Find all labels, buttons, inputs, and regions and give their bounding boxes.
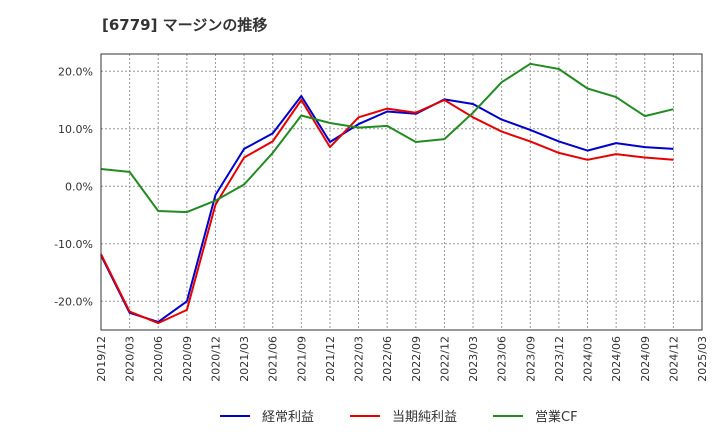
grid — [101, 54, 702, 330]
legend: 経常利益 当期純利益 営業CF — [220, 409, 578, 425]
legend-label-3: 営業CF — [535, 409, 578, 425]
x-tick-label: 2020/03 — [124, 336, 137, 382]
x-tick-label: 2024/03 — [582, 336, 595, 382]
x-tick-label: 2022/12 — [438, 336, 451, 382]
y-tick-label: -20.0% — [54, 295, 93, 308]
x-axis: 2019/12 2020/03 2020/06 2020/09 2020/12 2021/… — [95, 336, 709, 382]
x-tick-label: 2023/09 — [524, 336, 537, 382]
x-tick-label: 2024/09 — [639, 336, 652, 382]
x-tick-label: 2020/06 — [152, 336, 165, 382]
x-tick-label: 2021/03 — [238, 336, 251, 382]
series-group — [100, 62, 674, 325]
x-tick-label: 2020/12 — [209, 336, 222, 382]
x-tick-label: 2023/06 — [496, 336, 509, 382]
x-tick-label: 2022/06 — [381, 336, 394, 382]
x-tick-label: 2021/12 — [324, 336, 337, 382]
series-line-1 — [100, 95, 674, 323]
y-tick-label: 0.0% — [65, 180, 93, 193]
x-tick-label: 2023/03 — [467, 336, 480, 382]
x-tick-label: 2022/03 — [353, 336, 366, 382]
y-tick-label: 10.0% — [58, 123, 93, 136]
x-tick-label: 2021/09 — [295, 336, 308, 382]
y-tick-label: -10.0% — [54, 238, 93, 251]
series-line-3 — [100, 62, 674, 214]
series-line-2 — [100, 99, 674, 325]
plot-background — [101, 54, 702, 330]
x-tick-label: 2021/06 — [267, 336, 280, 382]
x-tick-label: 2019/12 — [95, 336, 108, 382]
x-tick-label: 2025/03 — [696, 336, 709, 382]
legend-label-1: 経常利益 — [262, 410, 314, 425]
legend-label-2: 当期純利益 — [392, 410, 457, 425]
y-axis: -20.0% -10.0% 0.0% 10.0% 20.0% — [54, 65, 93, 308]
x-tick-label: 2023/12 — [553, 336, 566, 382]
chart-title: [6779] マージンの推移 — [102, 16, 268, 34]
y-tick-label: 20.0% — [58, 65, 93, 78]
x-tick-label: 2024/12 — [667, 336, 680, 382]
plot-frame — [100, 53, 703, 331]
x-tick-label: 2024/06 — [610, 336, 623, 382]
x-tick-label: 2022/09 — [410, 336, 423, 382]
x-tick-label: 2020/09 — [181, 336, 194, 382]
